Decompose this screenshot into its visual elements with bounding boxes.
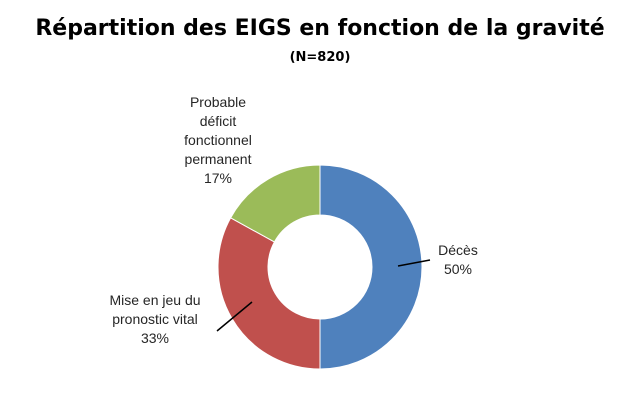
slice-probable <box>229 164 321 243</box>
slice-mise-en-jeu-du <box>217 217 321 370</box>
leader-line-mise-en-jeu-du <box>216 301 253 332</box>
data-label-deces: Décès 50% <box>438 242 478 277</box>
leader-line-deces <box>397 259 431 267</box>
slice-deces <box>319 164 423 370</box>
data-label-probable: Probable déficit fonctionnel permanent 17% <box>184 94 252 186</box>
chart-title: Répartition des EIGS en fonction de la g… <box>35 16 605 41</box>
chart-subtitle: (N=820) <box>289 50 351 65</box>
data-label-mise-en-jeu-du: Mise en jeu du pronostic vital 33% <box>109 292 200 346</box>
